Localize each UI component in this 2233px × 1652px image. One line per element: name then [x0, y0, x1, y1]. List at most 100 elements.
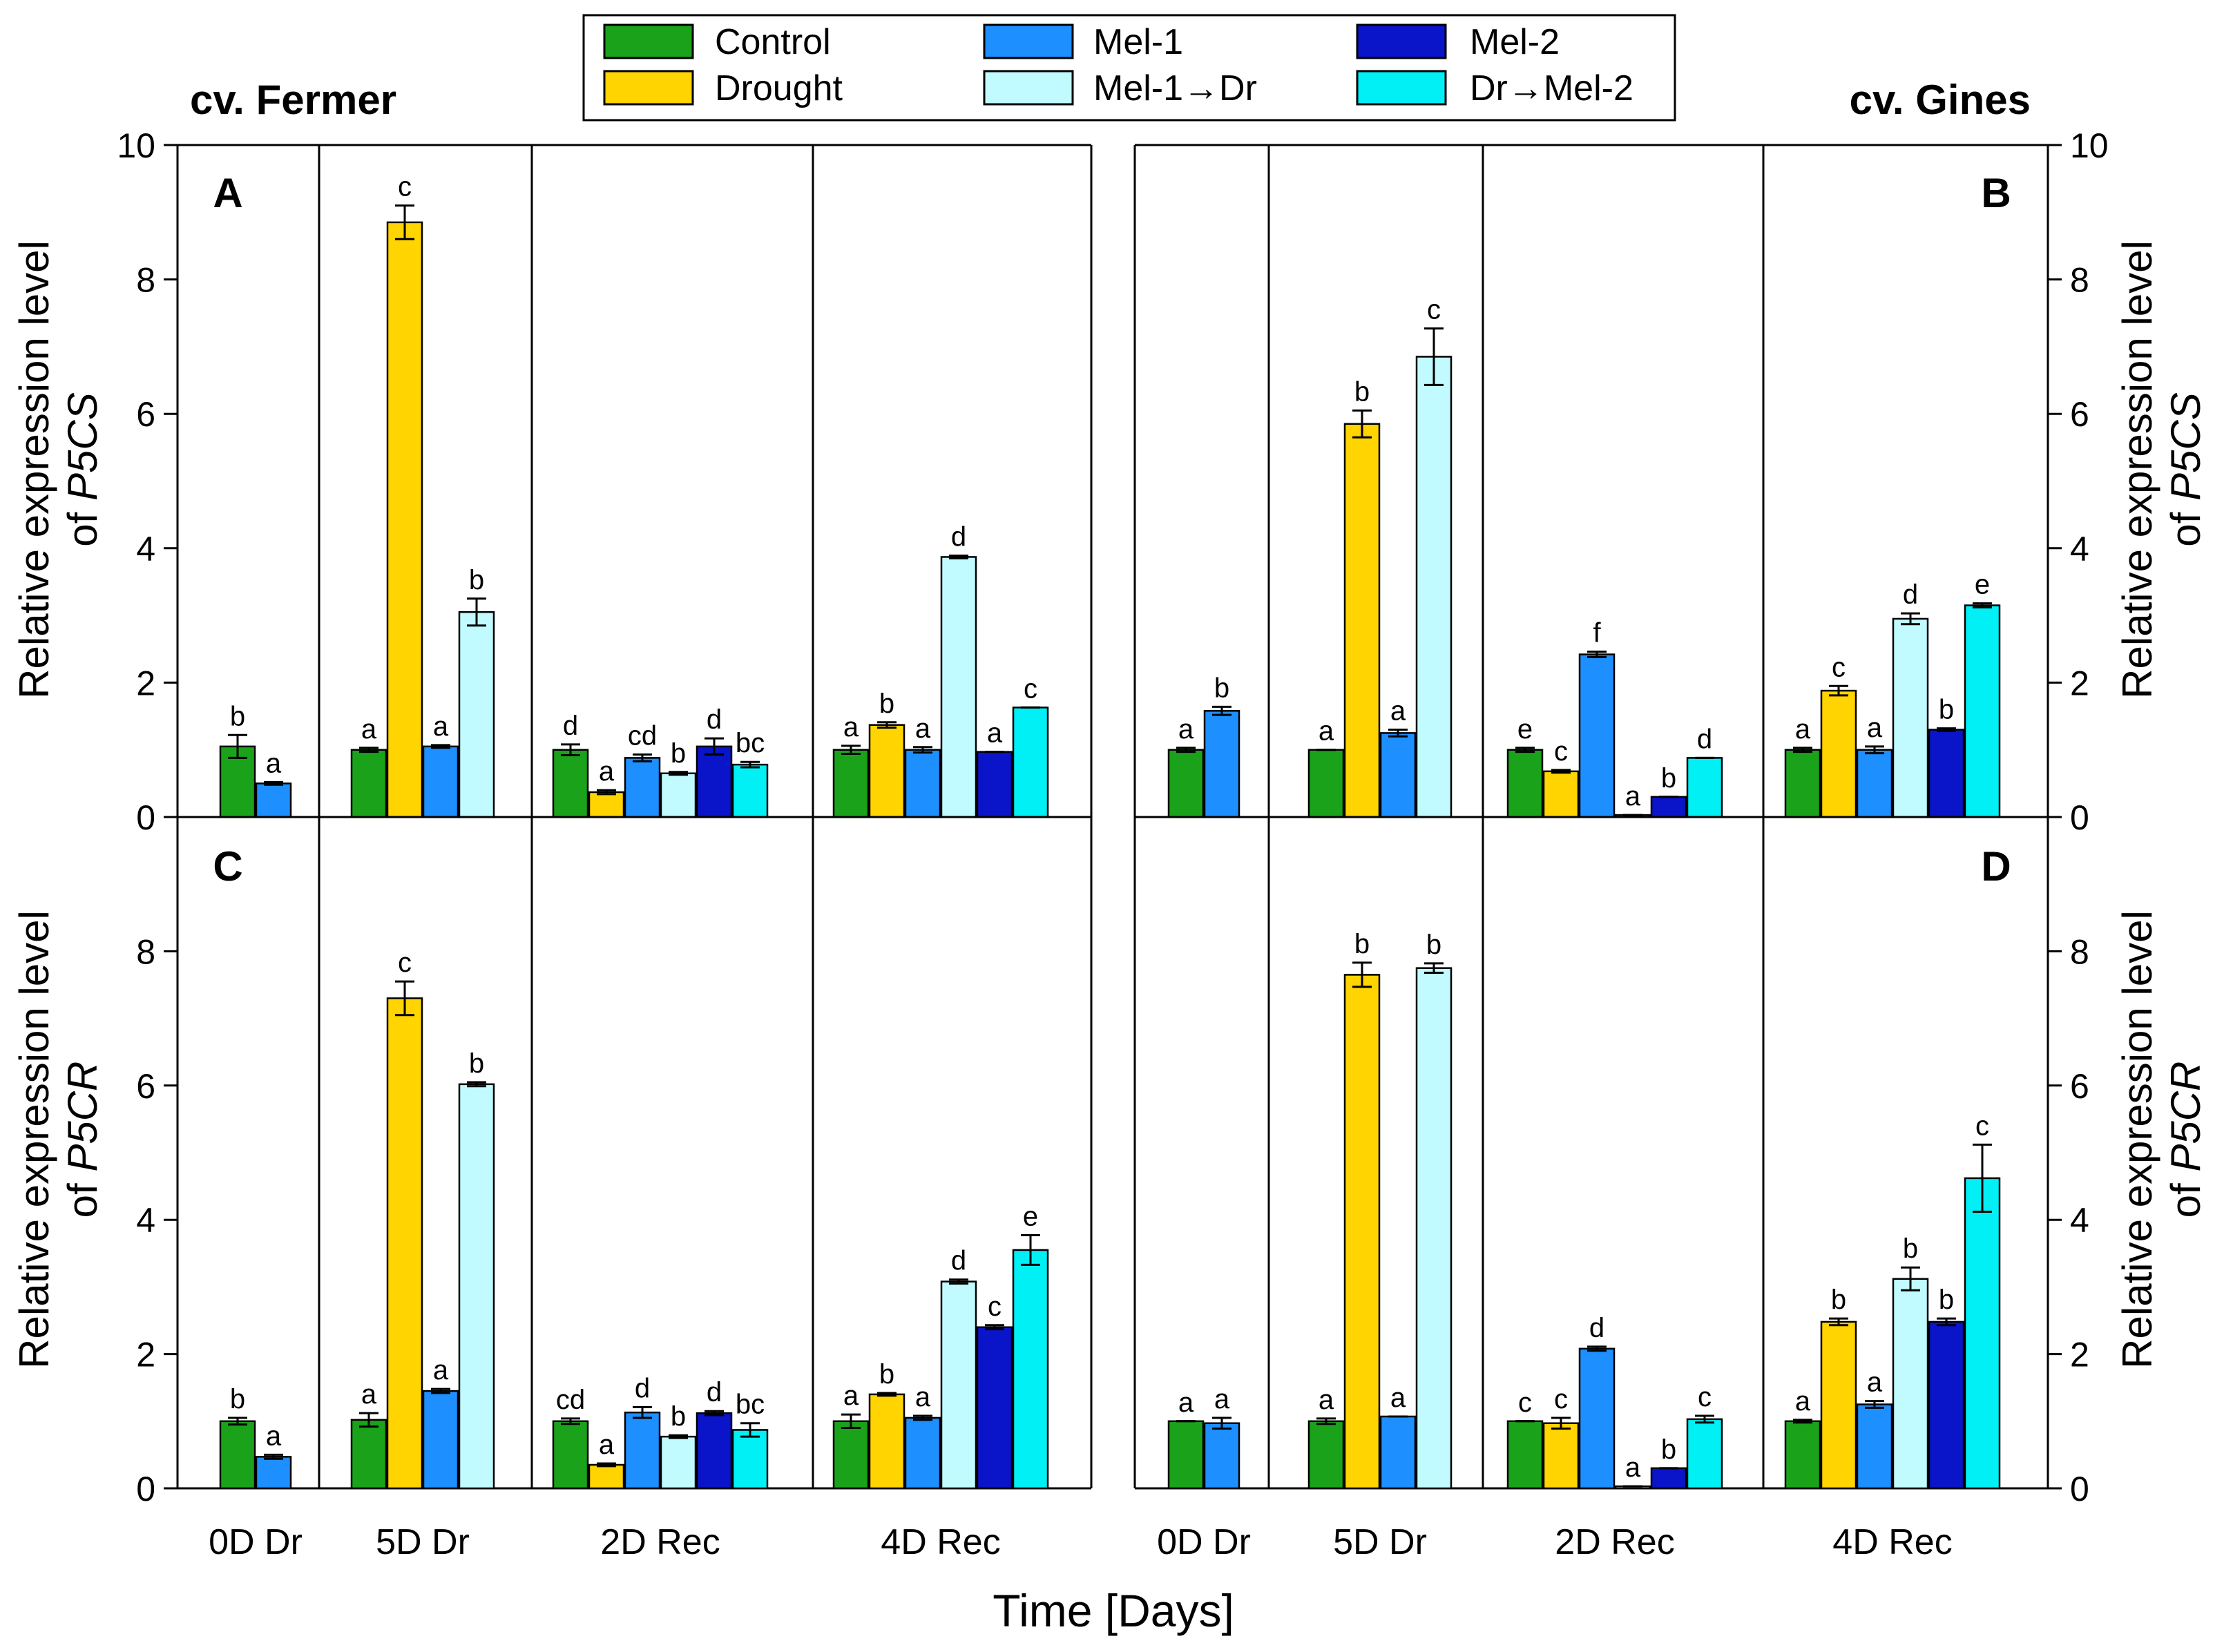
- significance-label: a: [1867, 713, 1883, 743]
- y-tick-label: 4: [2070, 1201, 2089, 1240]
- significance-label: b: [1354, 929, 1370, 959]
- significance-label: a: [599, 756, 615, 787]
- legend-swatch-drought: [603, 70, 694, 106]
- significance-label: c: [1832, 652, 1846, 682]
- bar-control: [552, 1420, 589, 1490]
- bar-mel1: [1578, 653, 1616, 818]
- significance-label: a: [1795, 1386, 1811, 1416]
- significance-label: b: [1939, 695, 1954, 725]
- significance-label: cd: [628, 721, 657, 751]
- significance-label: a: [1867, 1367, 1883, 1398]
- bar-control: [219, 1420, 256, 1490]
- legend-label-control: Control: [715, 22, 831, 62]
- x-axis-label: Time [Days]: [993, 1585, 1234, 1636]
- legend-label-mel1dr: Mel-1→Dr: [1093, 68, 1257, 108]
- bar-mel1: [624, 757, 661, 818]
- bar-control: [1307, 1420, 1345, 1490]
- x-category-label: 5D Dr: [1333, 1522, 1427, 1562]
- significance-label: d: [951, 1246, 966, 1276]
- significance-label: b: [1426, 930, 1441, 960]
- bar-mel2: [1650, 1467, 1687, 1490]
- y-tick-label: 8: [136, 261, 155, 300]
- significance-label: a: [433, 1355, 449, 1385]
- x-category-label: 4D Rec: [1832, 1522, 1952, 1562]
- legend-swatch-control: [603, 23, 694, 59]
- significance-label: a: [361, 714, 377, 745]
- y-axis-label-top-left: Relative expression level: [11, 240, 57, 699]
- bar-mel1: [422, 745, 459, 818]
- bar-drought: [588, 791, 625, 818]
- significance-label: a: [1390, 1383, 1406, 1413]
- y-axis-label-gene: P5CS: [59, 392, 106, 501]
- bar-drmel2: [1686, 1418, 1723, 1490]
- bar-drought: [1820, 1320, 1857, 1490]
- y-axis-label-bottom-left-gene: of P5CR: [59, 1062, 106, 1218]
- y-tick-label: 2: [2070, 664, 2089, 702]
- significance-label: a: [1390, 696, 1406, 727]
- significance-label: e: [1975, 570, 1990, 600]
- significance-label: b: [1354, 376, 1370, 407]
- bar-mel1: [1856, 749, 1893, 818]
- y-tick-label: 6: [136, 1067, 155, 1106]
- significance-label: e: [1023, 1202, 1038, 1232]
- y-tick-label: 0: [136, 1470, 155, 1508]
- y-axis-label-bottom-right-gene: of P5CR: [2163, 1062, 2209, 1218]
- y-tick-label: 4: [136, 530, 155, 568]
- y-axis-label-top-left-gene: of P5CS: [59, 392, 106, 546]
- significance-label: e: [1517, 714, 1533, 745]
- significance-label: c: [1554, 736, 1568, 767]
- significance-label: b: [230, 1384, 245, 1414]
- significance-label: bc: [736, 1390, 765, 1420]
- bar-drmel2: [1012, 707, 1049, 818]
- y-tick-label: 0: [2070, 1470, 2089, 1508]
- legend-label-mel1: Mel-1: [1093, 22, 1183, 62]
- title-right: cv. Gines: [1850, 77, 2031, 123]
- y-tick-label: 4: [136, 1201, 155, 1240]
- significance-label: a: [1625, 1452, 1641, 1483]
- bar-drought: [386, 997, 423, 1490]
- significance-label: d: [951, 522, 966, 553]
- significance-label: c: [1518, 1387, 1532, 1418]
- significance-label: a: [1178, 1387, 1194, 1418]
- bar-control: [832, 749, 870, 818]
- x-category-label: 2D Rec: [600, 1522, 720, 1562]
- bar-control: [552, 749, 589, 818]
- y-tick-label: 2: [2070, 1336, 2089, 1374]
- legend-swatch-mel1: [983, 23, 1074, 59]
- significance-label: d: [1903, 579, 1918, 610]
- significance-label: c: [398, 172, 412, 202]
- bar-drmel2: [1964, 1177, 2001, 1490]
- legend-frame: [582, 14, 1676, 122]
- legend-label-drmel2: Dr→Mel-2: [1470, 68, 1633, 108]
- y-axis-label-gene: P5CR: [59, 1062, 106, 1172]
- bar-drmel2: [731, 763, 769, 818]
- significance-label: b: [1661, 1434, 1676, 1465]
- panel-letter: D: [1981, 843, 2011, 890]
- bar-mel1: [1203, 1422, 1240, 1490]
- y-tick-label: 10: [117, 126, 155, 165]
- significance-label: c: [398, 948, 412, 978]
- significance-label: a: [433, 711, 449, 742]
- bar-drought: [588, 1463, 625, 1490]
- significance-label: b: [1661, 763, 1676, 794]
- y-axis-label-top-right-gene: of P5CS: [2163, 392, 2209, 546]
- significance-label: a: [843, 712, 859, 742]
- bar-control: [350, 1419, 387, 1490]
- significance-label: a: [599, 1430, 615, 1460]
- bar-control: [1784, 1420, 1821, 1490]
- significance-label: a: [361, 1379, 377, 1410]
- legend-label-mel2: Mel-2: [1470, 22, 1560, 62]
- significance-label: d: [707, 704, 722, 735]
- significance-label: b: [1831, 1285, 1846, 1315]
- bar-mel2: [976, 1326, 1013, 1490]
- bar-drought: [1542, 1422, 1580, 1490]
- bar-mel1dr: [940, 556, 977, 818]
- bar-drmel2: [1964, 604, 2001, 818]
- significance-label: d: [707, 1377, 722, 1408]
- significance-label: d: [1589, 1313, 1604, 1343]
- y-axis-label-gene: P5CR: [2163, 1062, 2209, 1172]
- significance-label: a: [1319, 716, 1334, 747]
- bar-control: [1167, 749, 1205, 818]
